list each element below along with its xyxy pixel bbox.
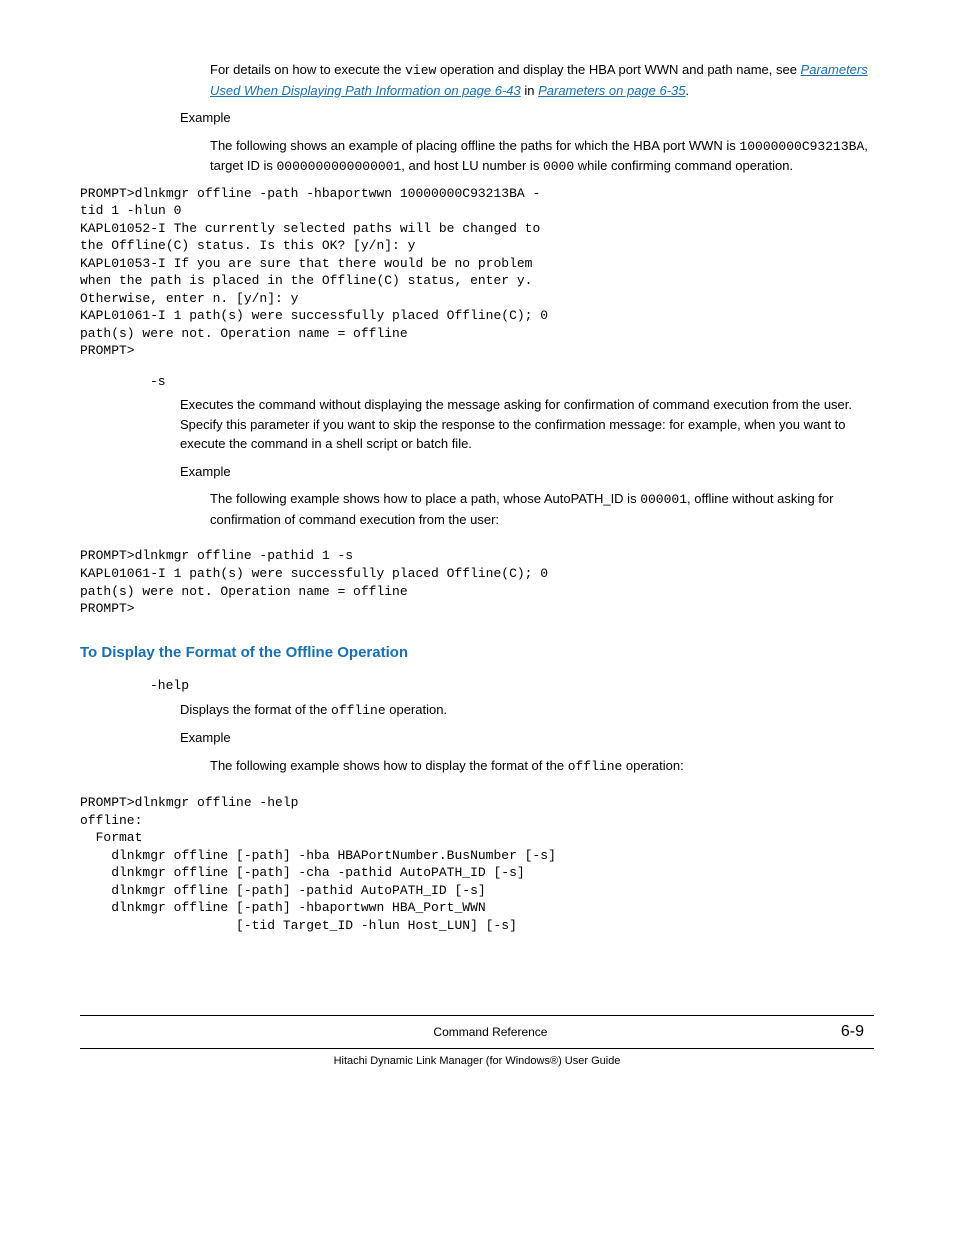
page-footer: Command Reference 6-9 Hitachi Dynamic Li… [80,1015,874,1070]
code-inline: offline [331,703,386,718]
footer-top-row: Command Reference 6-9 [80,1015,874,1049]
text: , and host LU number is [401,158,543,173]
example-label: Example [180,728,874,748]
footer-center-text: Command Reference [140,1023,841,1041]
example1-description: The following shows an example of placin… [210,136,874,177]
example3-codeblock: PROMPT>dlnkmgr offline -help offline: Fo… [80,794,874,934]
example2-codeblock: PROMPT>dlnkmgr offline -pathid 1 -s KAPL… [80,547,874,617]
term-help: -help [150,676,874,696]
text: while confirming command operation. [574,158,793,173]
section-heading-offline-format: To Display the Format of the Offline Ope… [80,642,874,665]
code-inline: view [405,63,436,78]
footer-bottom-text: Hitachi Dynamic Link Manager (for Window… [80,1049,874,1070]
s-description: Executes the command without displaying … [180,395,874,454]
example-label: Example [180,108,874,128]
code-inline: 0000000000000001 [276,159,401,174]
link-parameters[interactable]: Parameters on page 6-35 [538,83,685,98]
example1-codeblock: PROMPT>dlnkmgr offline -path -hbaportwwn… [80,185,874,360]
text: operation: [622,758,683,773]
text: The following shows an example of placin… [210,138,739,153]
text: . [686,83,690,98]
text: For details on how to execute the [210,62,405,77]
help-description: Displays the format of the offline opera… [180,700,874,721]
code-inline: 0000 [543,159,574,174]
intro-paragraph: For details on how to execute the view o… [210,60,874,100]
footer-page-number: 6-9 [841,1020,874,1044]
example2-description: The following example shows how to place… [210,489,874,529]
text: The following example shows how to displ… [210,758,568,773]
text: operation and display the HBA port WWN a… [436,62,800,77]
text: Displays the format of the [180,702,331,717]
example-label: Example [180,462,874,482]
page-content: For details on how to execute the view o… [80,60,874,1069]
text: operation. [386,702,447,717]
code-inline: 10000000C93213BA [739,139,864,154]
code-inline: 000001 [640,492,687,507]
term-s: -s [150,372,874,392]
code-inline: offline [568,759,623,774]
text: in [521,83,538,98]
text: The following example shows how to place… [210,491,640,506]
example3-description: The following example shows how to displ… [210,756,874,777]
